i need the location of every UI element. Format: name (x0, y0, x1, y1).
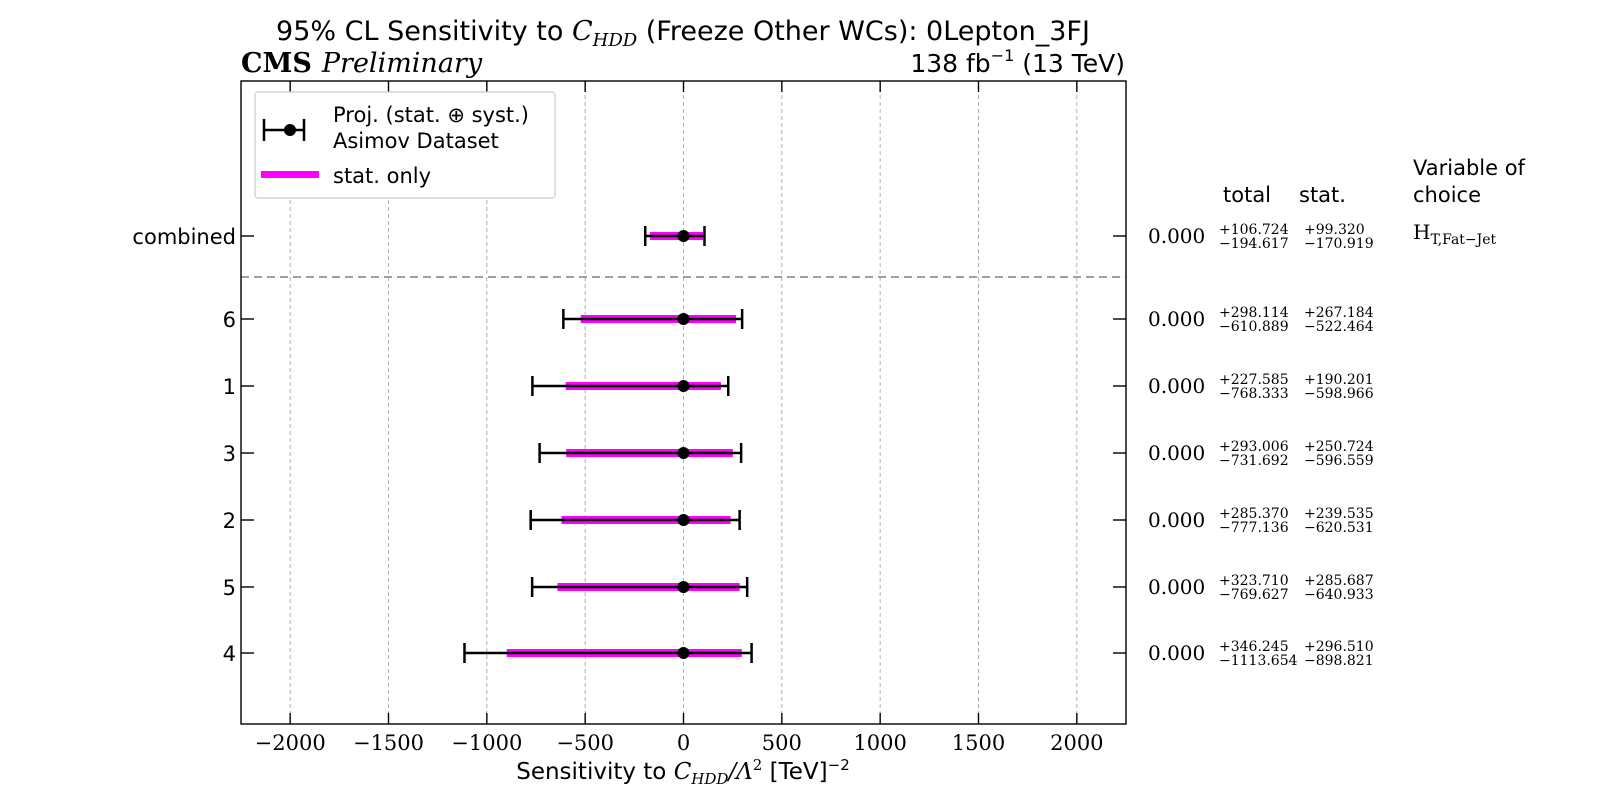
row-total-down: −769.627 (1219, 587, 1289, 603)
central-value-point (677, 514, 690, 526)
x-tick-label: 1500 (952, 731, 1005, 755)
row-total-down: −610.889 (1219, 319, 1289, 335)
row-stat-up: +99.320 (1304, 222, 1365, 238)
row-total-up: +298.114 (1219, 305, 1289, 321)
central-value-point (677, 230, 690, 242)
legend-box (254, 91, 556, 199)
row-stat-down: −640.933 (1304, 587, 1374, 603)
row-stat-down: −522.464 (1304, 319, 1374, 335)
row-central-value: 0.000 (1148, 441, 1205, 465)
variable-value: HT,Fat−Jet (1413, 220, 1497, 248)
header-total: total (1223, 183, 1271, 207)
x-tick-label: −1000 (451, 731, 522, 755)
data-bars (463, 226, 753, 663)
row-stat-up: +296.510 (1304, 639, 1374, 655)
row-central-value: 0.000 (1148, 224, 1205, 248)
row-stat-up: +267.184 (1304, 305, 1374, 321)
legend-marker-stat (261, 171, 319, 178)
central-value-point (677, 447, 690, 459)
x-tick-label: 0 (677, 731, 690, 755)
legend-stat-label: stat. only (333, 164, 431, 188)
header-stat: stat. (1299, 183, 1346, 207)
row-label: combined (132, 225, 236, 249)
row-central-value: 0.000 (1148, 374, 1205, 398)
row-stat-down: −598.966 (1304, 386, 1374, 402)
row-total-down: −777.136 (1219, 520, 1289, 536)
row-total-up: +285.370 (1219, 506, 1289, 522)
row-label: 3 (223, 442, 236, 466)
row-central-value: 0.000 (1148, 508, 1205, 532)
row-stat-up: +285.687 (1304, 573, 1374, 589)
side-values: 0.000 +106.724−194.617 +99.320−170.919 0.00… (1148, 222, 1374, 669)
central-value-point (677, 647, 690, 659)
row-total-down: −731.692 (1219, 453, 1289, 469)
row-stat-down: −620.531 (1304, 520, 1374, 536)
row-total-up: +293.006 (1219, 439, 1289, 455)
chart-title: 95% CL Sensitivity to CHDD (Freeze Other… (276, 16, 1090, 51)
legend-marker-total (262, 119, 306, 141)
row-stat-up: +250.724 (1304, 439, 1374, 455)
row-central-value: 0.000 (1148, 575, 1205, 599)
row-label: 2 (223, 509, 236, 533)
row-total-up: +323.710 (1219, 573, 1289, 589)
row-total-down: −194.617 (1219, 236, 1289, 252)
experiment-label: CMS Preliminary (241, 48, 483, 79)
row-label: 4 (223, 642, 236, 666)
x-tick-label: 2000 (1050, 731, 1103, 755)
x-tick-label: 1000 (853, 731, 906, 755)
x-tick-label: −1500 (353, 731, 424, 755)
legend-main-line2: Asimov Dataset (333, 129, 499, 153)
header-variable-line1: Variable of (1413, 156, 1526, 180)
row-central-value: 0.000 (1148, 641, 1205, 665)
central-value-point (677, 581, 690, 593)
legend: Proj. (stat. ⊕ syst.) Asimov Dataset sta… (254, 91, 556, 199)
row-stat-up: +190.201 (1304, 372, 1374, 388)
luminosity-label: 138 fb−1 (13 TeV) (910, 46, 1125, 78)
row-central-value: 0.000 (1148, 307, 1205, 331)
plot-frame (240, 80, 1127, 725)
x-axis-label: Sensitivity to CHDD/Λ2 [TeV]−2 (516, 756, 850, 788)
row-total-down: −1113.654 (1219, 653, 1298, 669)
x-tick-label: −500 (556, 731, 614, 755)
row-total-up: +106.724 (1219, 222, 1289, 238)
row-stat-up: +239.535 (1304, 506, 1374, 522)
row-label: 1 (223, 375, 236, 399)
row-label: 5 (223, 576, 236, 600)
row-stat-down: −170.919 (1304, 236, 1374, 252)
row-total-up: +227.585 (1219, 372, 1289, 388)
x-tick-label: −2000 (255, 731, 326, 755)
row-total-up: +346.245 (1219, 639, 1289, 655)
header-variable-line2: choice (1413, 183, 1481, 207)
central-value-point (677, 380, 690, 392)
row-label: 6 (223, 308, 236, 332)
x-tick-label: 500 (762, 731, 802, 755)
central-value-point (677, 313, 690, 325)
axes: −2000 −1500 −1000 −500 0 500 1000 1500 2000 combi… (132, 81, 1126, 755)
row-stat-down: −596.559 (1304, 453, 1374, 469)
legend-main-line1: Proj. (stat. ⊕ syst.) (333, 103, 529, 127)
row-stat-down: −898.821 (1304, 653, 1374, 669)
row-total-down: −768.333 (1219, 386, 1289, 402)
